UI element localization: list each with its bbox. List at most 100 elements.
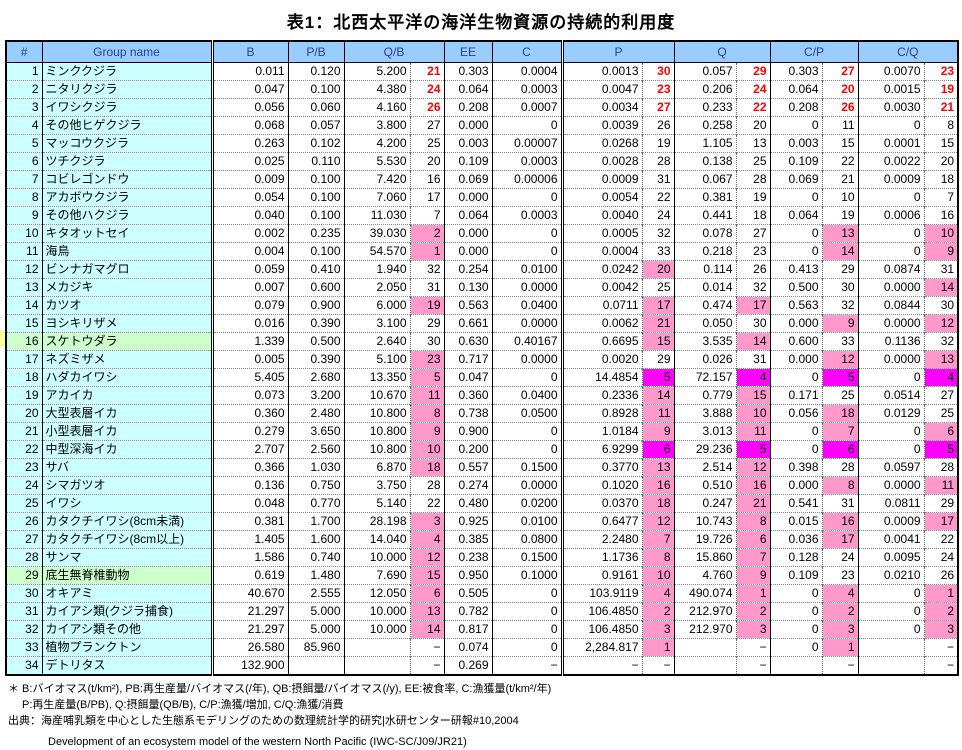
row-number: 13 xyxy=(5,278,42,297)
cell-qb: 1.940 xyxy=(343,260,410,279)
col-header-c: C xyxy=(491,41,563,63)
cell-q: 72.157 xyxy=(673,368,737,387)
cell-cp: 0 xyxy=(769,440,823,459)
cell-c: 0.1000 xyxy=(491,566,563,585)
cell-q: 0.441 xyxy=(673,206,737,225)
cell-qb: 12.050 xyxy=(343,584,410,603)
cell-p: 0.1020 xyxy=(560,476,643,495)
row-number: 28 xyxy=(5,548,42,567)
cell-qb-rank: 2 xyxy=(409,224,445,243)
cell-qb-rank: 15 xyxy=(409,566,445,585)
cell-cq xyxy=(857,656,925,675)
group-name-cell: カタクチイワシ(8cm以上) xyxy=(41,530,212,549)
cell-q-rank: 10 xyxy=(735,404,771,423)
cell-pb: 2.560 xyxy=(287,440,344,459)
cell-cq: 0.0041 xyxy=(857,530,925,549)
cell-cp-rank: 32 xyxy=(821,296,859,315)
cell-pb: 2.680 xyxy=(287,368,344,387)
cell-cq: 0 xyxy=(857,620,925,639)
cell-b: 0.381 xyxy=(210,512,288,531)
cell-cp: 0 xyxy=(769,620,823,639)
cell-p-rank: 15 xyxy=(641,332,675,351)
row-number: 22 xyxy=(5,440,42,459)
cell-q-rank: 7 xyxy=(735,548,771,567)
cell-pb: 0.110 xyxy=(287,152,344,171)
col-header-p: P xyxy=(560,41,675,63)
cell-pb: 0.120 xyxy=(287,62,344,81)
table-row: 30 オキアミ 40.670 2.555 12.050 6 0.505 0 103.9119 4 4… xyxy=(5,584,959,603)
cell-cq-rank: 14 xyxy=(923,278,959,297)
cell-pb: 0.390 xyxy=(287,314,344,333)
cell-p: 0.6695 xyxy=(560,332,643,351)
group-name-cell: デトリタス xyxy=(41,656,212,675)
cell-pb: 0.750 xyxy=(287,476,344,495)
cell-q-rank: 2 xyxy=(735,602,771,621)
cell-cp-rank: 16 xyxy=(821,512,859,531)
table-row: 28 サンマ 1.586 0.740 10.000 12 0.238 0.1500 1.1736… xyxy=(5,548,959,567)
cell-p: 2.2480 xyxy=(560,530,643,549)
cell-c: 0.0000 xyxy=(491,314,563,333)
cell-cp-rank: 28 xyxy=(821,458,859,477)
group-name-cell: その他ハクジラ xyxy=(41,206,212,225)
cell-c: 0 xyxy=(491,422,563,441)
cell-cq: 0.0070 xyxy=(857,62,925,81)
cell-c: 0 xyxy=(491,116,563,135)
cell-q-rank: 22 xyxy=(735,98,771,117)
cell-p-rank: 23 xyxy=(641,80,675,99)
group-name-cell: 小型表層イカ xyxy=(41,422,212,441)
cell-cp: 0 xyxy=(769,224,823,243)
cell-cq: 0.0874 xyxy=(857,260,925,279)
cell-cq-rank: − xyxy=(923,638,959,657)
cell-p: 0.0034 xyxy=(560,98,643,117)
cell-q: 0.206 xyxy=(673,80,737,99)
cell-q: 19.726 xyxy=(673,530,737,549)
cell-q-rank: 28 xyxy=(735,170,771,189)
cell-b: 0.056 xyxy=(210,98,288,117)
cell-ee: 0.064 xyxy=(443,80,493,99)
cell-cp: 0.171 xyxy=(769,386,823,405)
cell-qb-rank: 25 xyxy=(409,134,445,153)
cell-p-rank: 26 xyxy=(641,116,675,135)
cell-cp-rank: 13 xyxy=(821,224,859,243)
cell-cp-rank: 1 xyxy=(821,638,859,657)
cell-p-rank: 18 xyxy=(641,494,675,513)
cell-cp: 0.413 xyxy=(769,260,823,279)
table-row: 20 大型表層イカ 0.360 2.480 10.800 8 0.738 0.0500 0.89… xyxy=(5,404,959,423)
cell-p: 0.0028 xyxy=(560,152,643,171)
cell-q: 3.535 xyxy=(673,332,737,351)
cell-ee: 0.557 xyxy=(443,458,493,477)
row-number: 29 xyxy=(5,566,42,585)
cell-qb: 13.350 xyxy=(343,368,410,387)
cell-q: 15.860 xyxy=(673,548,737,567)
row-number: 16 xyxy=(5,332,42,351)
cell-cq-rank: 1 xyxy=(923,584,959,603)
cell-cq: 0.0210 xyxy=(857,566,925,585)
cell-q-rank: 18 xyxy=(735,206,771,225)
cell-cq-rank: 9 xyxy=(923,242,959,261)
group-name-cell: カツオ xyxy=(41,296,212,315)
cell-cp-rank: 18 xyxy=(821,404,859,423)
cell-b: 0.366 xyxy=(210,458,288,477)
table-row: 1 ミンククジラ 0.011 0.120 5.200 21 0.303 0.0004 0.001… xyxy=(5,62,959,81)
cell-ee: 0.003 xyxy=(443,134,493,153)
cell-q-rank: 15 xyxy=(735,386,771,405)
cell-b: 0.004 xyxy=(210,242,288,261)
cell-p-rank: 30 xyxy=(641,62,675,81)
cell-cq: 0.0129 xyxy=(857,404,925,423)
cell-p: 0.0020 xyxy=(560,350,643,369)
cell-cp-rank: 9 xyxy=(821,314,859,333)
col-header-cp: C/P xyxy=(769,41,859,63)
cell-qb-rank: 23 xyxy=(409,350,445,369)
cell-cp: 0.563 xyxy=(769,296,823,315)
cell-cq: 0.0844 xyxy=(857,296,925,315)
cell-q-rank: 8 xyxy=(735,512,771,531)
table-row: 5 マッコウクジラ 0.263 0.102 4.200 25 0.003 0.00007 0.0… xyxy=(5,134,959,153)
cell-pb: 0.500 xyxy=(287,332,344,351)
cell-cq: 0.0006 xyxy=(857,206,925,225)
cell-ee: 0.269 xyxy=(443,656,493,675)
row-number: 33 xyxy=(5,638,42,657)
cell-pb: 2.555 xyxy=(287,584,344,603)
cell-qb: 4.380 xyxy=(343,80,410,99)
cell-p: 0.0711 xyxy=(560,296,643,315)
cell-q: 0.233 xyxy=(673,98,737,117)
